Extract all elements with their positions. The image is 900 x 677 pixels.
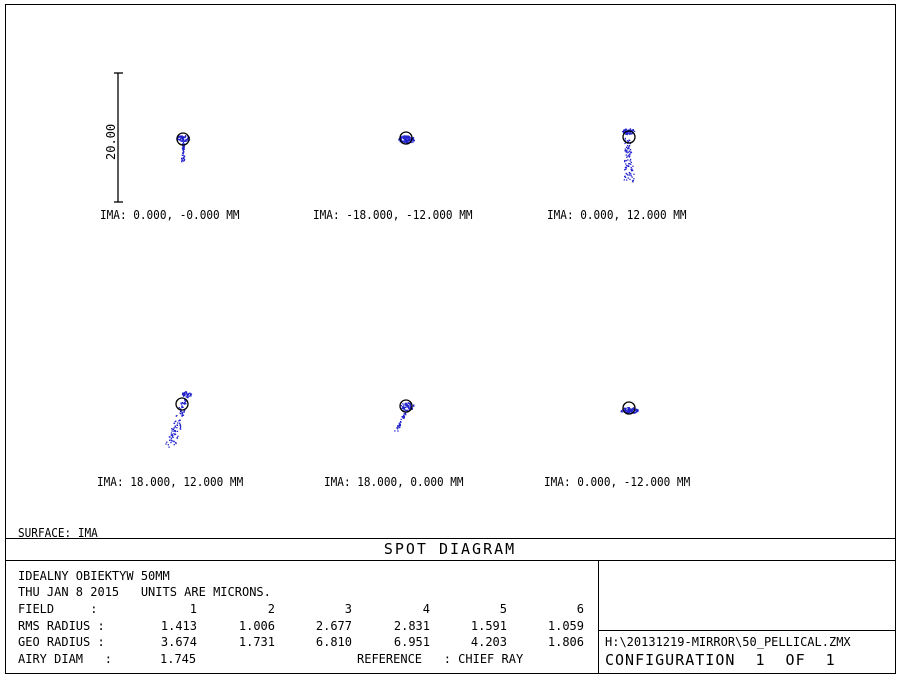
field-number-2: 2 — [267, 602, 275, 616]
spot-1 — [176, 135, 191, 163]
airy-disk-4 — [175, 397, 189, 411]
geo-value-2: 1.731 — [238, 635, 275, 649]
field-label-2: IMA: -18.000, -12.000 MM — [313, 208, 473, 222]
spot-3 — [622, 128, 636, 183]
geo-value-1: 3.674 — [160, 635, 197, 649]
rms-row-label: RMS RADIUS : — [18, 619, 105, 633]
geo-row-label: GEO RADIUS : — [18, 635, 105, 649]
field-number-3: 3 — [344, 602, 352, 616]
field-number-6: 6 — [576, 602, 584, 616]
surface-label: SURFACE: IMA — [18, 526, 98, 540]
rms-value-2: 1.006 — [238, 619, 275, 633]
airy-row-label: AIRY DIAM : — [18, 652, 112, 666]
geo-value-5: 4.203 — [470, 635, 507, 649]
field-label-4: IMA: 18.000, 12.000 MM — [97, 475, 244, 489]
spot-6 — [620, 407, 639, 415]
geo-value-6: 1.806 — [547, 635, 584, 649]
table-top-line — [5, 538, 896, 539]
date-line: THU JAN 8 2015 UNITS ARE MICRONS. — [18, 585, 271, 599]
field-label-3: IMA: 0.000, 12.000 MM — [547, 208, 687, 222]
title-divider — [5, 560, 896, 561]
field-number-1: 1 — [189, 602, 197, 616]
airy-disk-3 — [622, 130, 636, 144]
field-row-label: FIELD : — [18, 602, 98, 616]
rms-value-6: 1.059 — [547, 619, 584, 633]
field-number-5: 5 — [499, 602, 507, 616]
airy-disk-6 — [622, 401, 636, 415]
field-label-6: IMA: 0.000, -12.000 MM — [544, 475, 691, 489]
spot-4 — [165, 391, 193, 448]
field-label-1: IMA: 0.000, -0.000 MM — [100, 208, 240, 222]
airy-value: 1.745 — [160, 652, 197, 666]
rms-value-1: 1.413 — [160, 619, 197, 633]
right-box-line — [598, 630, 896, 631]
rms-value-3: 2.677 — [315, 619, 352, 633]
geo-value-4: 6.951 — [393, 635, 430, 649]
rms-value-4: 2.831 — [393, 619, 430, 633]
reference-label: REFERENCE : CHIEF RAY — [357, 652, 524, 666]
airy-disk-5 — [399, 399, 413, 413]
file-path: H:\20131219-MIRROR\50_PELLICAL.ZMX — [605, 635, 851, 649]
field-number-4: 4 — [422, 602, 430, 616]
plot-frame — [5, 4, 896, 674]
lens-name: IDEALNY OBIEKTYW 50MM — [18, 569, 170, 583]
configuration-label: CONFIGURATION 1 OF 1 — [605, 651, 836, 669]
spot-5 — [394, 402, 415, 432]
airy-disk-2 — [399, 131, 413, 145]
rms-value-5: 1.591 — [470, 619, 507, 633]
table-divider — [598, 560, 599, 674]
field-label-5: IMA: 18.000, 0.000 MM — [324, 475, 464, 489]
chart-title: SPOT DIAGRAM — [383, 540, 517, 558]
scale-bar-label: 20.00 — [104, 123, 118, 160]
airy-disk-1 — [176, 132, 190, 146]
geo-value-3: 6.810 — [315, 635, 352, 649]
